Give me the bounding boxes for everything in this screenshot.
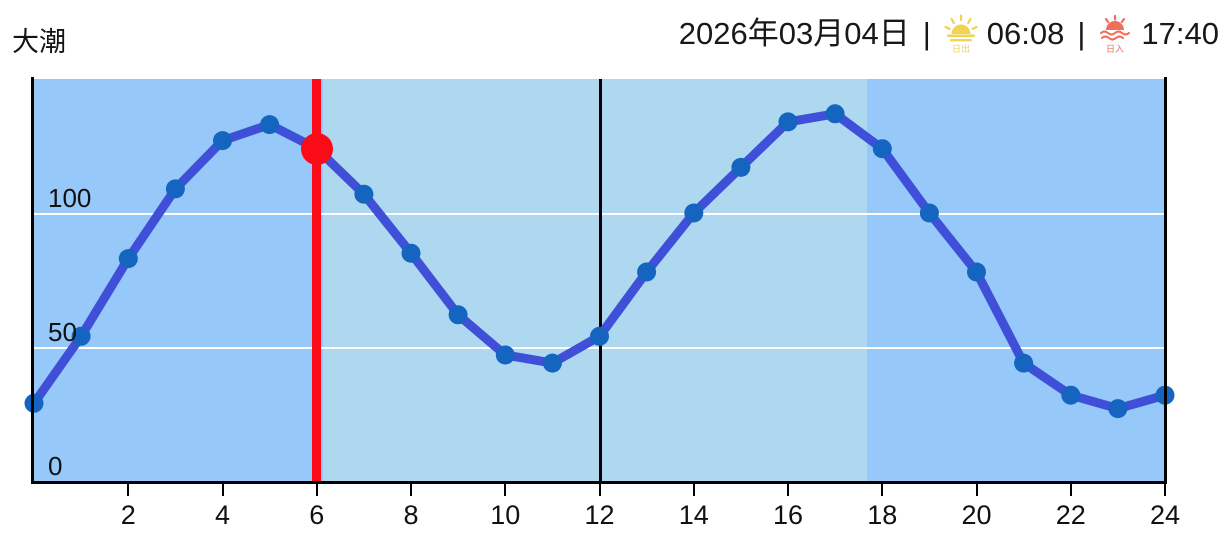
x-tick-label: 4: [214, 500, 231, 530]
tide-data-point: [590, 326, 609, 346]
sunset-icon: 日入: [1098, 14, 1132, 54]
x-tick-label: 22: [1055, 500, 1086, 530]
x-tick-label: 6: [309, 500, 325, 530]
x-tick: [1069, 484, 1072, 496]
x-tick: [598, 484, 601, 496]
tide-data-point: [1061, 385, 1081, 405]
tide-data-point: [872, 139, 892, 159]
x-tick-label: 24: [1149, 500, 1181, 530]
tide-data-point: [260, 115, 280, 135]
night-band: [34, 79, 323, 481]
date-label: 2026年03月04日: [678, 16, 910, 51]
x-tick-label: 12: [584, 500, 615, 530]
x-tick: [787, 484, 789, 496]
tide-data-point: [213, 131, 232, 151]
tide-curve: [24, 104, 1175, 419]
daylight-band: [322, 79, 867, 481]
sunset-caption: 日入: [1106, 44, 1124, 54]
x-tick-label: 20: [961, 500, 992, 530]
tide-data-point: [165, 179, 185, 199]
current-tide-marker: [300, 132, 333, 165]
tide-data-point: [1108, 399, 1128, 419]
tide-data-point: [684, 203, 704, 223]
x-tick-label: 16: [772, 500, 804, 530]
tide-data-point: [637, 262, 657, 282]
x-tick: [881, 484, 884, 496]
x-tick: [127, 484, 130, 496]
x-tick-label: 10: [490, 500, 521, 530]
sunrise-time: 06:08: [986, 16, 1065, 51]
tide-data-point: [24, 393, 44, 413]
header-info-group: 2026年03月04日 | 日出: [679, 12, 1219, 56]
tide-data-point: [778, 112, 798, 132]
y-tick-label: 50: [48, 317, 77, 347]
tide-data-point: [1014, 353, 1034, 373]
plot-area: [24, 79, 1175, 481]
tide-data-point: [354, 184, 374, 204]
header-separator-2: |: [1077, 16, 1086, 51]
x-tick: [410, 484, 412, 496]
tide-data-point: [495, 345, 515, 365]
x-tick-label: 14: [678, 500, 709, 530]
y-tick-label: 100: [48, 183, 92, 213]
header-separator-1: |: [922, 16, 931, 51]
tide-data-point: [825, 104, 845, 124]
x-tick: [315, 484, 318, 496]
tide-data-point: [731, 157, 751, 177]
x-tick: [692, 484, 695, 496]
tide-data-point: [448, 305, 468, 325]
sunrise-icon: 日出: [944, 14, 978, 54]
x-tick: [975, 484, 978, 496]
plot-right-border: [1164, 77, 1167, 483]
x-tick-label: 8: [403, 500, 419, 530]
tide-data-point: [967, 262, 986, 282]
tide-data-point: [401, 243, 421, 263]
x-tick-label: 18: [867, 500, 898, 530]
tide-chart: 2 4 6 8 10 12 14 16 18 20 22 24 0 50 100: [0, 70, 1229, 556]
header-bar: 大潮 2026年03月04日 | 日出: [0, 0, 1229, 70]
current-time-line: [312, 79, 322, 481]
tide-data-point: [542, 353, 562, 373]
y-axis: [31, 77, 34, 483]
y-tick-label: 0: [48, 451, 63, 481]
sunrise-caption: 日出: [952, 43, 970, 54]
tide-data-point: [118, 249, 138, 269]
x-tick: [1164, 484, 1166, 496]
tide-data-point: [919, 203, 939, 223]
x-tick: [504, 484, 507, 496]
x-tick: [221, 484, 224, 496]
x-tick-label: 2: [120, 500, 136, 530]
noon-marker-line: [598, 79, 602, 481]
x-axis: [31, 481, 1167, 484]
tide-data-point: [71, 326, 91, 346]
tide-name-label: 大潮: [12, 27, 66, 57]
sunset-time: 17:40: [1141, 16, 1219, 51]
